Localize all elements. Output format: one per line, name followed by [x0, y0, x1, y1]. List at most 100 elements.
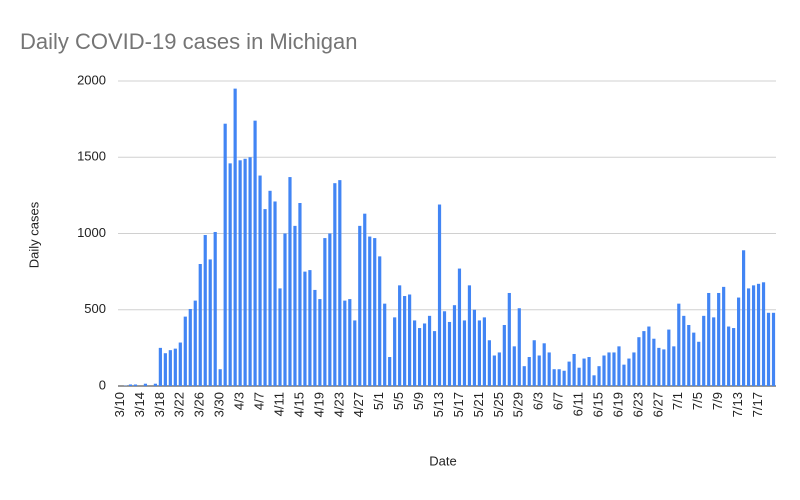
bar	[478, 320, 481, 386]
x-tick-label: 3/14	[132, 392, 147, 417]
bar	[398, 285, 401, 386]
x-tick-label: 6/27	[650, 392, 665, 417]
bar	[164, 353, 167, 386]
bar	[443, 311, 446, 386]
bar	[363, 214, 366, 386]
x-tick-label: 4/19	[311, 392, 326, 417]
bar	[727, 327, 730, 386]
x-tick-label: 6/3	[531, 392, 546, 410]
bar	[662, 349, 665, 386]
bar	[388, 357, 391, 386]
bar	[403, 296, 406, 386]
y-tick-label: 1500	[77, 149, 106, 164]
bar	[692, 333, 695, 386]
bar	[179, 343, 182, 386]
bar	[717, 293, 720, 386]
bar	[597, 366, 600, 386]
bar	[563, 371, 566, 386]
x-tick-label: 5/9	[411, 392, 426, 410]
x-tick-label: 4/15	[291, 392, 306, 417]
bar	[278, 288, 281, 386]
bar	[687, 325, 690, 386]
bar	[298, 203, 301, 386]
bar	[263, 209, 266, 386]
x-tick-label: 4/27	[351, 392, 366, 417]
bar	[229, 163, 232, 386]
bar	[433, 331, 436, 386]
x-tick-label: 3/26	[192, 392, 207, 417]
bar	[129, 384, 132, 386]
bar	[144, 384, 147, 386]
bar	[204, 235, 207, 386]
x-tick-label: 5/5	[391, 392, 406, 410]
bar	[488, 340, 491, 386]
bar	[518, 308, 521, 386]
x-tick-label: 6/19	[610, 392, 625, 417]
bar	[358, 226, 361, 386]
bar	[448, 322, 451, 386]
x-tick-label: 4/11	[271, 392, 286, 416]
bar	[159, 348, 162, 386]
bar	[712, 317, 715, 386]
bar	[578, 368, 581, 386]
x-tick-label: 5/29	[511, 392, 526, 417]
y-tick-label: 2000	[77, 72, 106, 87]
bar	[333, 183, 336, 386]
x-tick-label: 5/21	[471, 392, 486, 417]
bar	[463, 320, 466, 386]
bar	[209, 259, 212, 386]
bar	[438, 205, 441, 386]
bar	[607, 352, 610, 386]
bar	[283, 234, 286, 387]
x-tick-label: 4/3	[232, 392, 247, 410]
x-tick-label: 6/23	[630, 392, 645, 417]
bar	[533, 340, 536, 386]
bar	[553, 369, 556, 386]
x-tick-label: 6/7	[551, 392, 566, 410]
bar	[767, 313, 770, 386]
bar	[697, 342, 700, 386]
x-tick-label: 7/5	[690, 392, 705, 410]
bar	[413, 320, 416, 386]
bar	[647, 327, 650, 386]
bar	[667, 330, 670, 386]
bar	[244, 159, 247, 386]
bar	[543, 343, 546, 386]
bar	[214, 232, 217, 386]
y-tick-label: 500	[84, 301, 106, 316]
bar	[313, 290, 316, 386]
bar	[423, 323, 426, 386]
x-tick-label: 5/25	[491, 392, 506, 417]
bar	[453, 305, 456, 386]
bar	[617, 346, 620, 386]
bar	[308, 270, 311, 386]
x-tick-label: 7/17	[750, 392, 765, 417]
bar	[568, 362, 571, 386]
x-tick-label: 3/18	[152, 392, 167, 417]
chart-title: Daily COVID-19 cases in Michigan	[20, 29, 357, 54]
bar	[249, 157, 252, 386]
bar	[318, 299, 321, 386]
bar	[652, 339, 655, 386]
bar	[418, 328, 421, 386]
bar	[602, 356, 605, 387]
bar	[742, 250, 745, 386]
x-tick-label: 4/7	[252, 392, 267, 410]
bar	[622, 365, 625, 386]
x-tick-label: 7/1	[670, 392, 685, 410]
bar	[582, 359, 585, 386]
bar	[373, 238, 376, 386]
bar	[169, 350, 172, 386]
bar	[657, 348, 660, 386]
bar	[268, 191, 271, 386]
bar	[134, 384, 137, 386]
x-tick-label: 5/13	[431, 392, 446, 417]
bar	[468, 285, 471, 386]
bar	[702, 316, 705, 386]
bar	[548, 352, 551, 386]
bar	[498, 352, 501, 386]
bar	[383, 304, 386, 386]
bar	[343, 301, 346, 386]
